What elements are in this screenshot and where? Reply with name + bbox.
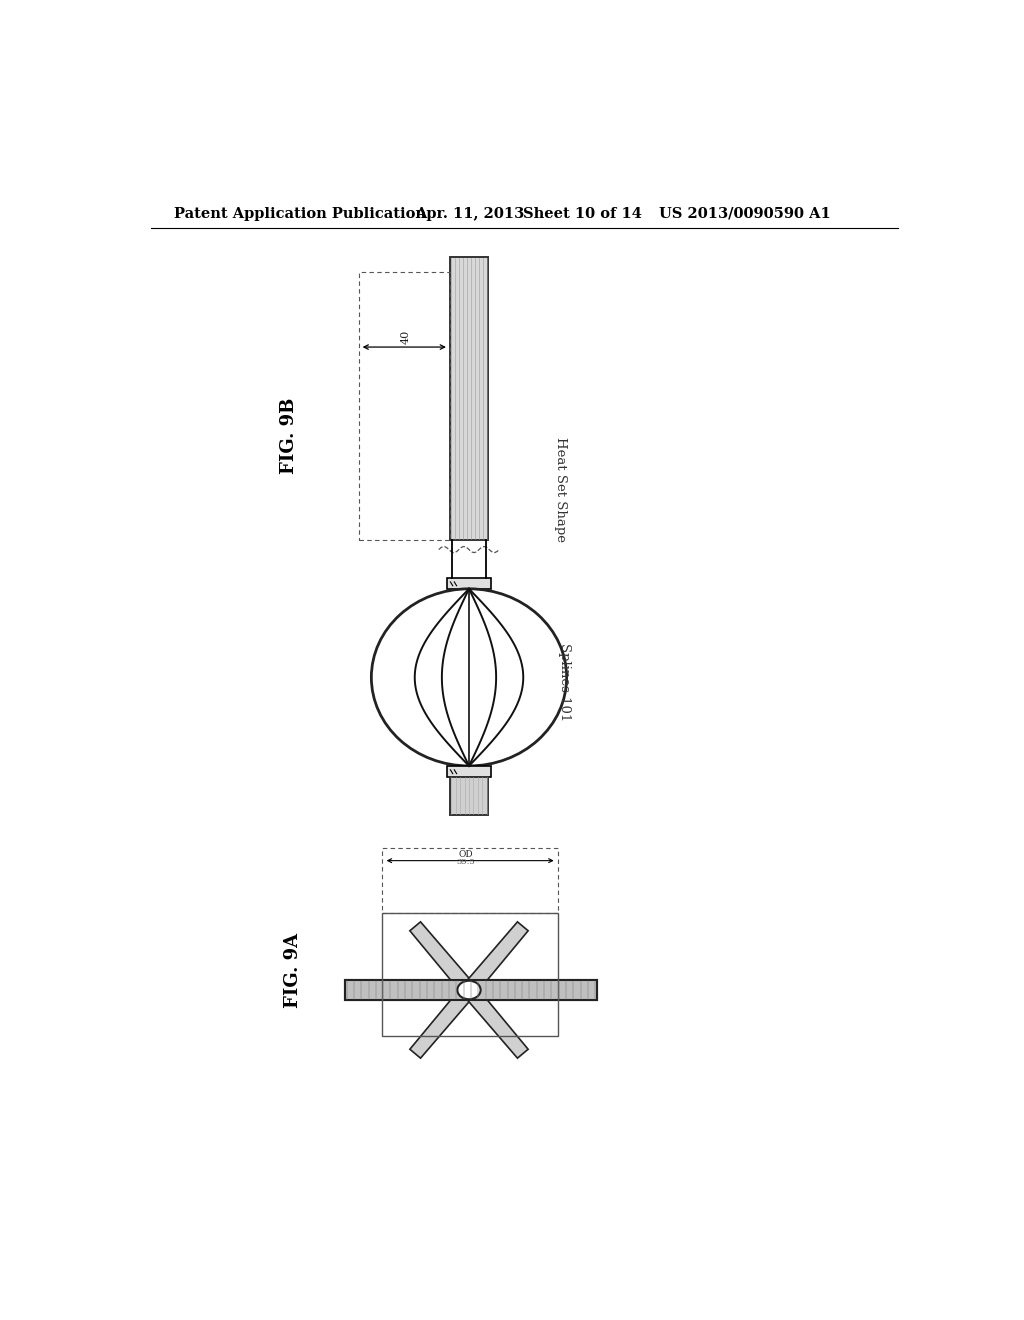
Bar: [447, 766, 490, 776]
Bar: [450, 776, 488, 816]
Bar: [382, 913, 558, 1036]
Text: OD: OD: [459, 850, 473, 859]
Bar: [382, 847, 558, 913]
Text: Apr. 11, 2013: Apr. 11, 2013: [415, 207, 524, 220]
Polygon shape: [410, 985, 475, 1059]
Text: US 2013/0090590 A1: US 2013/0090590 A1: [658, 207, 830, 220]
Text: 40: 40: [400, 330, 411, 345]
Text: Splines 101: Splines 101: [558, 643, 571, 721]
Bar: [345, 979, 597, 1001]
Text: FIG. 9A: FIG. 9A: [284, 933, 302, 1008]
Text: Patent Application Publication: Patent Application Publication: [174, 207, 427, 220]
Text: FIG. 9B: FIG. 9B: [281, 397, 298, 474]
Bar: [345, 979, 597, 1001]
Polygon shape: [463, 985, 528, 1059]
Text: 39.5: 39.5: [457, 858, 475, 866]
Bar: [359, 272, 450, 540]
Bar: [450, 257, 488, 540]
Polygon shape: [463, 921, 528, 995]
Text: Sheet 10 of 14: Sheet 10 of 14: [523, 207, 642, 220]
Polygon shape: [410, 921, 475, 995]
Ellipse shape: [458, 981, 480, 999]
Bar: [447, 578, 490, 589]
Text: Heat Set Shape: Heat Set Shape: [554, 437, 567, 543]
Ellipse shape: [458, 981, 480, 999]
